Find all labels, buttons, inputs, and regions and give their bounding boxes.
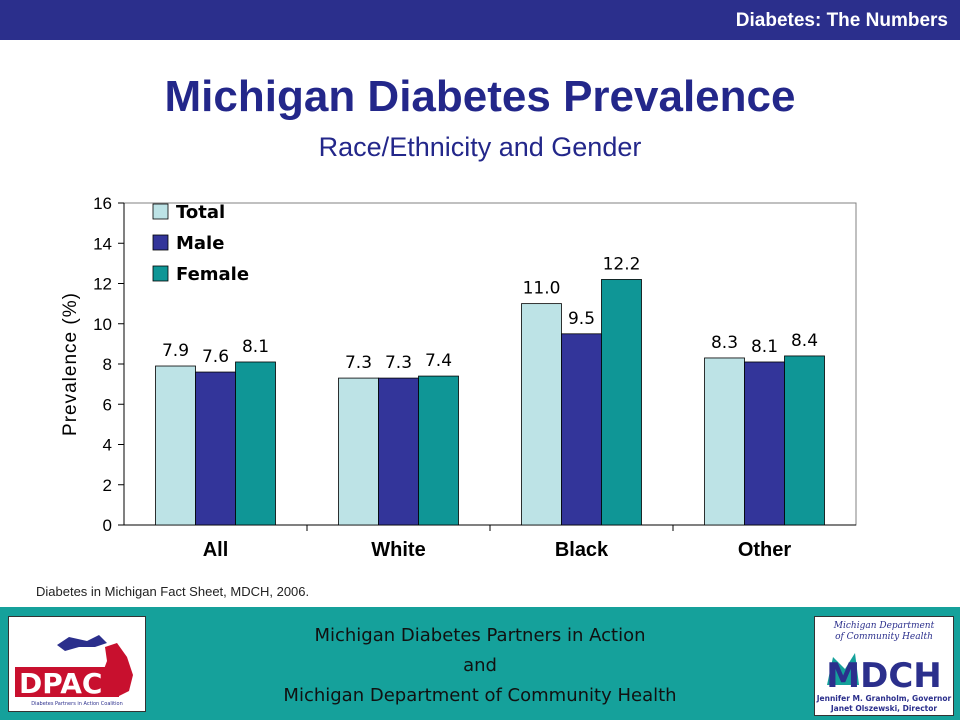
footer-bar: DPAC Diabetes Partners in Action Coaliti… xyxy=(0,607,960,720)
bar-male xyxy=(561,333,602,526)
y-tick-label: 6 xyxy=(103,395,112,414)
bar-total xyxy=(521,303,562,526)
data-label: 11.0 xyxy=(523,279,561,299)
data-label: 8.1 xyxy=(751,337,778,357)
header-bar: Diabetes: The Numbers xyxy=(0,0,960,40)
bar-total xyxy=(338,377,379,526)
svg-text:MDCH: MDCH xyxy=(826,656,941,696)
svg-text:DPAC: DPAC xyxy=(19,667,102,700)
legend-swatch-total xyxy=(152,203,169,220)
bar-male xyxy=(744,361,785,526)
dpac-logo-graphic: DPAC Diabetes Partners in Action Coaliti… xyxy=(9,617,145,711)
y-tick-label: 16 xyxy=(93,194,112,213)
y-tick-label: 2 xyxy=(103,476,112,495)
footer-line-3: Michigan Department of Community Health xyxy=(283,685,677,706)
y-tick-label: 12 xyxy=(93,275,112,294)
data-label: 7.3 xyxy=(345,353,372,373)
footer-line-2: and xyxy=(463,655,497,676)
legend-label-female: Female xyxy=(176,264,249,285)
data-label: 9.5 xyxy=(568,309,595,329)
dpac-logo: DPAC Diabetes Partners in Action Coaliti… xyxy=(8,616,146,712)
data-label: 7.9 xyxy=(162,341,189,361)
bar-total xyxy=(155,365,196,526)
source-note: Diabetes in Michigan Fact Sheet, MDCH, 2… xyxy=(36,584,310,599)
svg-text:Diabetes Partners in Action Co: Diabetes Partners in Action Coalition xyxy=(31,701,123,707)
svg-text:of Community Health: of Community Health xyxy=(835,632,933,642)
bar-total xyxy=(704,357,745,526)
y-tick-label: 0 xyxy=(103,516,112,535)
data-label: 7.6 xyxy=(202,347,229,367)
bar-male xyxy=(195,371,236,526)
y-tick-label: 4 xyxy=(103,436,112,455)
y-tick-label: 14 xyxy=(93,234,112,253)
legend-swatch-male xyxy=(152,234,169,251)
bar-chart: 0 2 4 6 8 10 12 14 16 Prevalence (%) 7.9 7.6 8.1 All 7… xyxy=(60,194,857,561)
x-category-label: Other xyxy=(738,539,792,561)
x-category-label: Black xyxy=(555,539,609,561)
svg-text:Jennifer M. Granholm, Governor: Jennifer M. Granholm, Governor xyxy=(816,694,952,703)
mdch-logo-graphic: Michigan Department of Community Health … xyxy=(815,617,953,715)
data-label: 8.4 xyxy=(791,331,818,351)
data-label: 12.2 xyxy=(603,254,641,274)
data-label: 7.3 xyxy=(385,353,412,373)
bar-male xyxy=(378,377,419,526)
legend-label-total: Total xyxy=(176,202,225,223)
legend-swatch-female xyxy=(152,265,169,282)
section-title: Diabetes: The Numbers xyxy=(735,10,948,31)
x-category-label: White xyxy=(371,539,425,561)
page-title: Michigan Diabetes Prevalence xyxy=(164,72,796,121)
y-tick-label: 10 xyxy=(93,315,112,334)
footer-line-1: Michigan Diabetes Partners in Action xyxy=(314,625,646,646)
data-label: 8.3 xyxy=(711,333,738,353)
mdch-logo: Michigan Department of Community Health … xyxy=(814,616,954,716)
data-label: 7.4 xyxy=(425,351,452,371)
bar-female xyxy=(784,355,825,526)
x-category-label: All xyxy=(203,539,229,561)
bar-female xyxy=(601,279,642,526)
legend-label-male: Male xyxy=(176,233,224,254)
bar-female xyxy=(235,361,276,526)
y-tick-label: 8 xyxy=(103,355,112,374)
page-subtitle: Race/Ethnicity and Gender xyxy=(318,132,642,162)
data-label: 8.1 xyxy=(242,337,269,357)
svg-text:Michigan Department: Michigan Department xyxy=(833,621,935,631)
y-axis-label: Prevalence (%) xyxy=(60,292,81,436)
bar-female xyxy=(418,375,459,526)
svg-text:Janet Olszewski, Director: Janet Olszewski, Director xyxy=(830,704,938,713)
